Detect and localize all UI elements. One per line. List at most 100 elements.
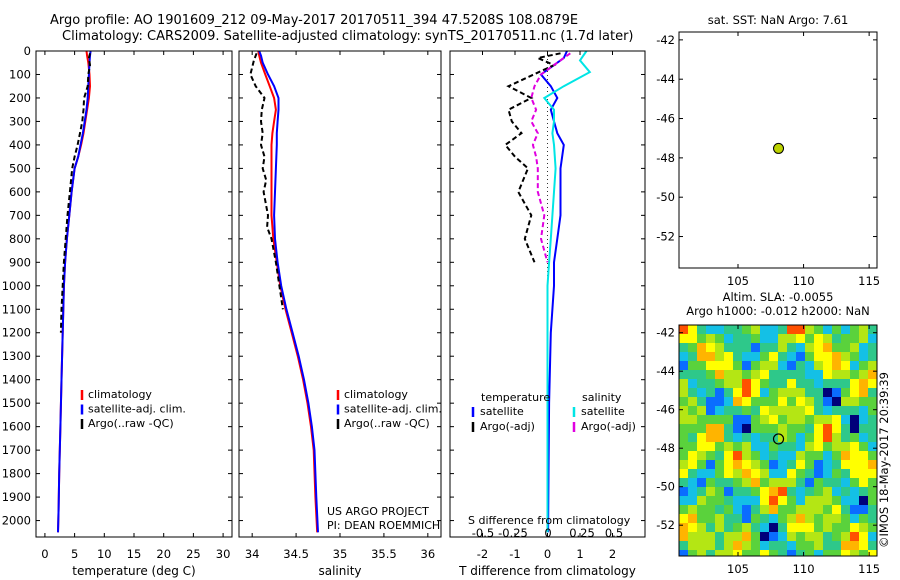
heatmap-cell [688, 406, 697, 415]
heatmap-cell [724, 370, 733, 379]
series-line [249, 52, 284, 310]
x-tick-label: 34 [245, 547, 260, 561]
heatmap-cell [688, 487, 697, 496]
heatmap-cell [805, 325, 814, 334]
legend-label: satellite [480, 405, 524, 418]
heatmap-cell [841, 343, 850, 352]
x-tick-label: 110 [793, 274, 815, 288]
heatmap-cell [805, 496, 814, 505]
heatmap-cell [868, 379, 877, 388]
heatmap-cell [796, 460, 805, 469]
heatmap-cell [832, 532, 841, 541]
heatmap-cell [679, 487, 688, 496]
heatmap-cell [697, 460, 706, 469]
heatmap-cell [868, 523, 877, 532]
x-tick-label: 5 [71, 547, 78, 561]
heatmap-cell [679, 361, 688, 370]
heatmap-cell [787, 379, 796, 388]
y-tick-label: -50 [656, 190, 675, 204]
heatmap-cell [814, 415, 823, 424]
heatmap-cell [796, 469, 805, 478]
heatmap-cell [760, 370, 769, 379]
heatmap-cell [688, 469, 697, 478]
heatmap-cell [715, 397, 724, 406]
heatmap-cell [724, 442, 733, 451]
heatmap-cell [760, 352, 769, 361]
heatmap-cell [769, 496, 778, 505]
heatmap-cell [823, 496, 832, 505]
heatmap-cell [805, 442, 814, 451]
x-tick-label: 35 [333, 547, 348, 561]
heatmap-cell [832, 334, 841, 343]
heatmap-cell [832, 397, 841, 406]
heatmap-cell [751, 352, 760, 361]
x-tick-label: 35.5 [371, 547, 397, 561]
heatmap-cell [859, 460, 868, 469]
heatmap-cell [751, 478, 760, 487]
heatmap-cell [706, 532, 715, 541]
heatmap-cell [760, 514, 769, 523]
heatmap-cell [814, 334, 823, 343]
heatmap-cell [733, 541, 742, 550]
heatmap-cell [814, 532, 823, 541]
heatmap-cell [688, 550, 697, 556]
heatmap-cell [715, 406, 724, 415]
heatmap-cell [868, 478, 877, 487]
heatmap-cell [679, 397, 688, 406]
heatmap-cell [697, 478, 706, 487]
heatmap-cell [859, 352, 868, 361]
heatmap-cell [760, 415, 769, 424]
heatmap-cell [805, 541, 814, 550]
heatmap-cell [859, 388, 868, 397]
heatmap-cell [868, 388, 877, 397]
heatmap-cell [841, 514, 850, 523]
heatmap-cell [787, 388, 796, 397]
heatmap-cell [715, 451, 724, 460]
y-tick-label: -48 [656, 151, 675, 165]
y-tick-label: -46 [656, 403, 675, 417]
heatmap-cell [706, 541, 715, 550]
heatmap-cell [841, 361, 850, 370]
heatmap-cell [751, 451, 760, 460]
heatmap-cell [769, 379, 778, 388]
heatmap-cell [787, 460, 796, 469]
heatmap-cell [688, 505, 697, 514]
heatmap-cell [742, 505, 751, 514]
x-tick-label: 20 [156, 547, 171, 561]
y-tick-label: -44 [656, 364, 675, 378]
heatmap-cell [760, 397, 769, 406]
heatmap-cell [778, 334, 787, 343]
heatmap-cell [679, 442, 688, 451]
heatmap-cell [859, 469, 868, 478]
heatmap-cell [751, 325, 760, 334]
title-line-1: Argo profile: AO 1901609_212 09-May-2017… [50, 13, 578, 28]
heatmap-cell [760, 334, 769, 343]
heatmap-cell [859, 523, 868, 532]
heatmap-cell [724, 541, 733, 550]
heatmap-cell [832, 469, 841, 478]
heatmap-cell [805, 469, 814, 478]
heatmap-cell [751, 370, 760, 379]
heatmap-cell [742, 388, 751, 397]
annotation-line: PI: DEAN ROEMMICH [327, 519, 440, 532]
heatmap-cell [760, 478, 769, 487]
depth-tick-label: 1500 [2, 396, 31, 410]
heatmap-cell [724, 469, 733, 478]
heatmap-cell [742, 397, 751, 406]
heatmap-cell [868, 433, 877, 442]
heatmap-cell [724, 334, 733, 343]
y-tick-label: -46 [656, 112, 675, 126]
x-tick-label: 115 [858, 562, 880, 576]
heatmap-cell [679, 478, 688, 487]
salinity-profile-panel: 34 34.5 35 35.5 36 salinity climatology satelli… [238, 50, 442, 578]
heatmap-cell [769, 514, 778, 523]
heatmap-cell [787, 406, 796, 415]
heatmap-cell [796, 478, 805, 487]
heatmap-cell [724, 532, 733, 541]
heatmap-cell [679, 541, 688, 550]
heatmap-cell [796, 523, 805, 532]
heatmap-cell [733, 352, 742, 361]
heatmap-cell [751, 397, 760, 406]
heatmap-cell [805, 406, 814, 415]
